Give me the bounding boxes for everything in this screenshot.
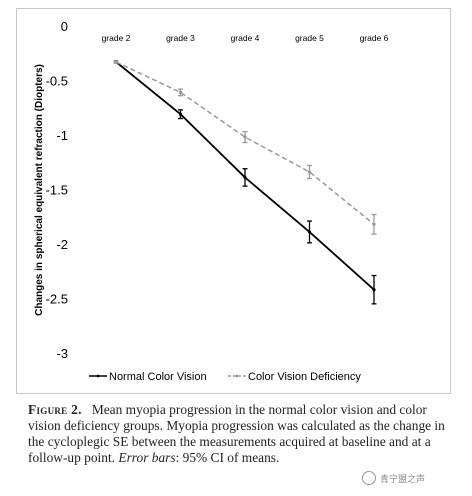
category-label: grade 3 [166, 33, 195, 43]
series-1 [113, 60, 377, 305]
data-point [372, 222, 376, 226]
data-point [178, 112, 183, 116]
caption-label: Figure 2. [28, 402, 82, 417]
caption-text: Mean myopia progression in the normal co… [28, 402, 445, 465]
figure: Changes in spherical equivalent refracti… [16, 8, 451, 394]
y-tick-label: -1 [56, 128, 68, 143]
legend-label: Color Vision Deficiency [248, 371, 361, 383]
watermark: 青宁盟之声 [362, 468, 462, 488]
watermark-text: 青宁盟之声 [380, 474, 426, 485]
data-point [307, 170, 312, 174]
data-point [243, 135, 247, 139]
y-tick-label: -1.5 [46, 183, 68, 198]
y-tick-labels: 0 -0.5 -1 -1.5 -2 -2.5 -3 [46, 19, 68, 361]
data-point [178, 90, 183, 94]
category-label: grade 6 [360, 33, 389, 43]
data-point [372, 288, 376, 292]
line-chart: Changes in spherical equivalent refracti… [16, 8, 451, 394]
category-label: grade 2 [102, 33, 131, 43]
legend-marker [235, 374, 239, 378]
y-tick-label: -2 [56, 237, 68, 252]
y-tick-label: -0.5 [46, 74, 68, 89]
caption-emphasis: Error bars [118, 450, 176, 465]
caption-text-end: : 95% CI of means. [175, 450, 280, 465]
y-tick-label: -3 [56, 346, 68, 361]
chart-frame [16, 8, 451, 394]
y-axis-title: Changes in spherical equivalent refracti… [34, 64, 45, 316]
category-label: grade 4 [231, 33, 260, 43]
wechat-logo-icon [362, 471, 376, 485]
category-label: grade 5 [295, 33, 324, 43]
data-point [114, 60, 118, 64]
y-tick-label: 0 [61, 19, 68, 34]
y-tick-label: -2.5 [46, 292, 68, 307]
series-2 [113, 60, 377, 235]
series-line [115, 61, 375, 225]
legend: Normal Color Vision Color Vision Deficien… [89, 371, 361, 383]
data-point [307, 230, 312, 234]
legend-label: Normal Color Vision [109, 371, 207, 383]
legend-marker [96, 374, 100, 378]
series-group [113, 60, 377, 305]
data-point [243, 175, 247, 180]
category-labels: grade 2 grade 3 grade 4 grade 5 grade 6 [102, 33, 389, 43]
figure-caption: Figure 2. Mean myopia progression in the… [28, 402, 448, 466]
